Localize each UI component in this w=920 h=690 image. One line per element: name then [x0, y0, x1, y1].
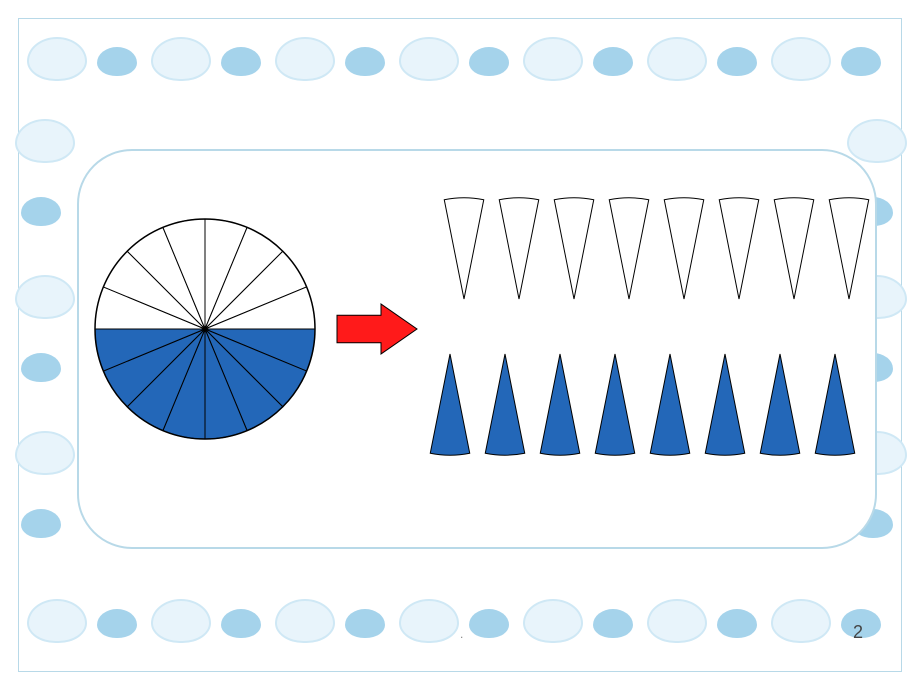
sector-bottom [485, 354, 524, 455]
cloud-border-top [19, 19, 901, 109]
sector-top [829, 198, 868, 299]
sector-top [609, 198, 648, 299]
sector-top [774, 198, 813, 299]
cloud-border-bottom [19, 581, 901, 671]
diagram-svg [77, 149, 877, 549]
diagram-stage [77, 149, 877, 549]
cloud-border-left [19, 109, 69, 581]
outer-frame: . 2 [18, 18, 902, 672]
sector-top [664, 198, 703, 299]
sector-top [444, 198, 483, 299]
sector-bottom [430, 354, 469, 455]
footer-dot: . [460, 627, 463, 641]
sector-bottom [815, 354, 854, 455]
sector-bottom [595, 354, 634, 455]
sector-top [719, 198, 758, 299]
sector-bottom [540, 354, 579, 455]
page-number: 2 [853, 622, 863, 643]
sector-bottom [705, 354, 744, 455]
sector-bottom [760, 354, 799, 455]
sector-top [554, 198, 593, 299]
sector-bottom [650, 354, 689, 455]
sector-top [499, 198, 538, 299]
arrow-icon [337, 304, 417, 354]
